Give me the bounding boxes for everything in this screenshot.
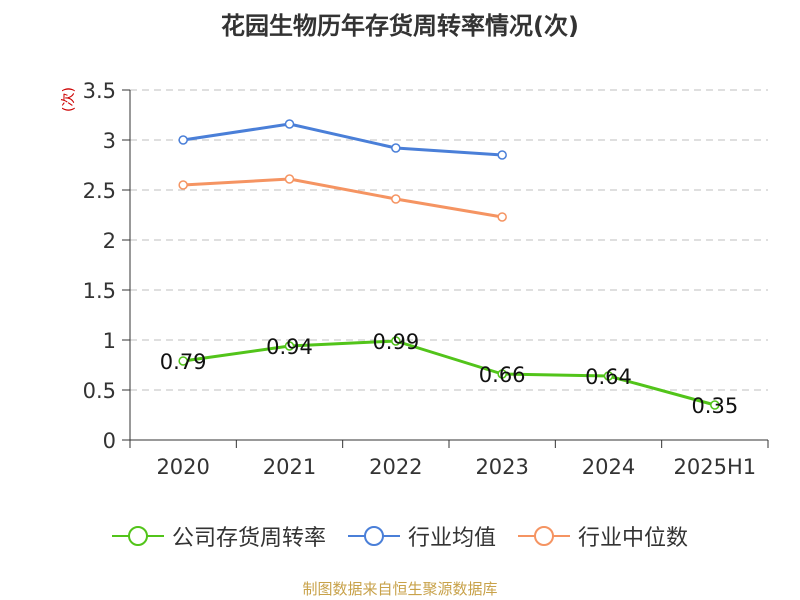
y-tick-label: 0 (103, 429, 116, 453)
series-line (182, 122, 503, 157)
data-point (710, 400, 720, 410)
chart-title: 花园生物历年存货周转率情况(次) (221, 12, 579, 40)
data-point (391, 143, 401, 153)
x-tick-label: 2023 (475, 455, 528, 479)
data-label: 0.79 (160, 350, 207, 374)
legend-line-icon (347, 526, 400, 546)
y-tick-label: 0.5 (83, 379, 116, 403)
x-tick-label: 2024 (582, 455, 635, 479)
data-point (178, 356, 188, 366)
data-point (284, 174, 295, 184)
data-point (497, 150, 507, 160)
data-label: 0.64 (585, 365, 632, 389)
x-tick-label: 2025H1 (674, 455, 757, 479)
x-tick-label: 2022 (369, 455, 422, 479)
y-tick-label: 2 (103, 229, 116, 253)
line-chart: 0 0.5 1 1.5 2 2.5 3 3.5 2020 2021 2022 2023 2024 2025… (83, 79, 769, 479)
y-tick-label: 3.5 (83, 79, 116, 103)
series-line (183, 177, 503, 219)
x-tick-label: 2021 (263, 455, 316, 479)
x-tick-label: 2020 (156, 455, 209, 479)
legend-label: 行业均值 (407, 526, 496, 551)
legend-line-icon (518, 526, 570, 546)
series-line (182, 339, 716, 407)
data-point (178, 135, 188, 145)
y-tick-label: 3 (103, 129, 116, 153)
legend-label: 行业中位数 (578, 526, 689, 551)
data-point (391, 194, 401, 204)
y-tick-label: 1 (103, 329, 116, 353)
data-point (284, 119, 295, 129)
y-tick-label: 2.5 (83, 179, 116, 203)
data-label: 0.94 (266, 335, 313, 359)
data-label: 0.99 (372, 330, 419, 354)
data-point (603, 371, 614, 381)
data-point (284, 341, 295, 351)
legend-label: 公司存货周转率 (171, 526, 326, 551)
legend: 公司存货周转率 行业均值 行业中位数 (0, 520, 800, 552)
legend-item-company[interactable]: 公司存货周转率 (111, 520, 326, 552)
data-label: 0.66 (479, 363, 526, 387)
data-source: 制图数据来自恒生聚源数据库 (302, 580, 498, 598)
data-point (497, 369, 507, 379)
legend-item-industry-median[interactable]: 行业中位数 (518, 520, 688, 552)
data-point (178, 180, 188, 190)
y-tick-label: 1.5 (83, 279, 116, 303)
data-label: 0.35 (691, 394, 738, 418)
data-point (391, 336, 401, 346)
legend-item-industry-mean[interactable]: 行业均值 (347, 520, 496, 552)
data-point (497, 212, 507, 222)
legend-line-icon (111, 526, 164, 546)
